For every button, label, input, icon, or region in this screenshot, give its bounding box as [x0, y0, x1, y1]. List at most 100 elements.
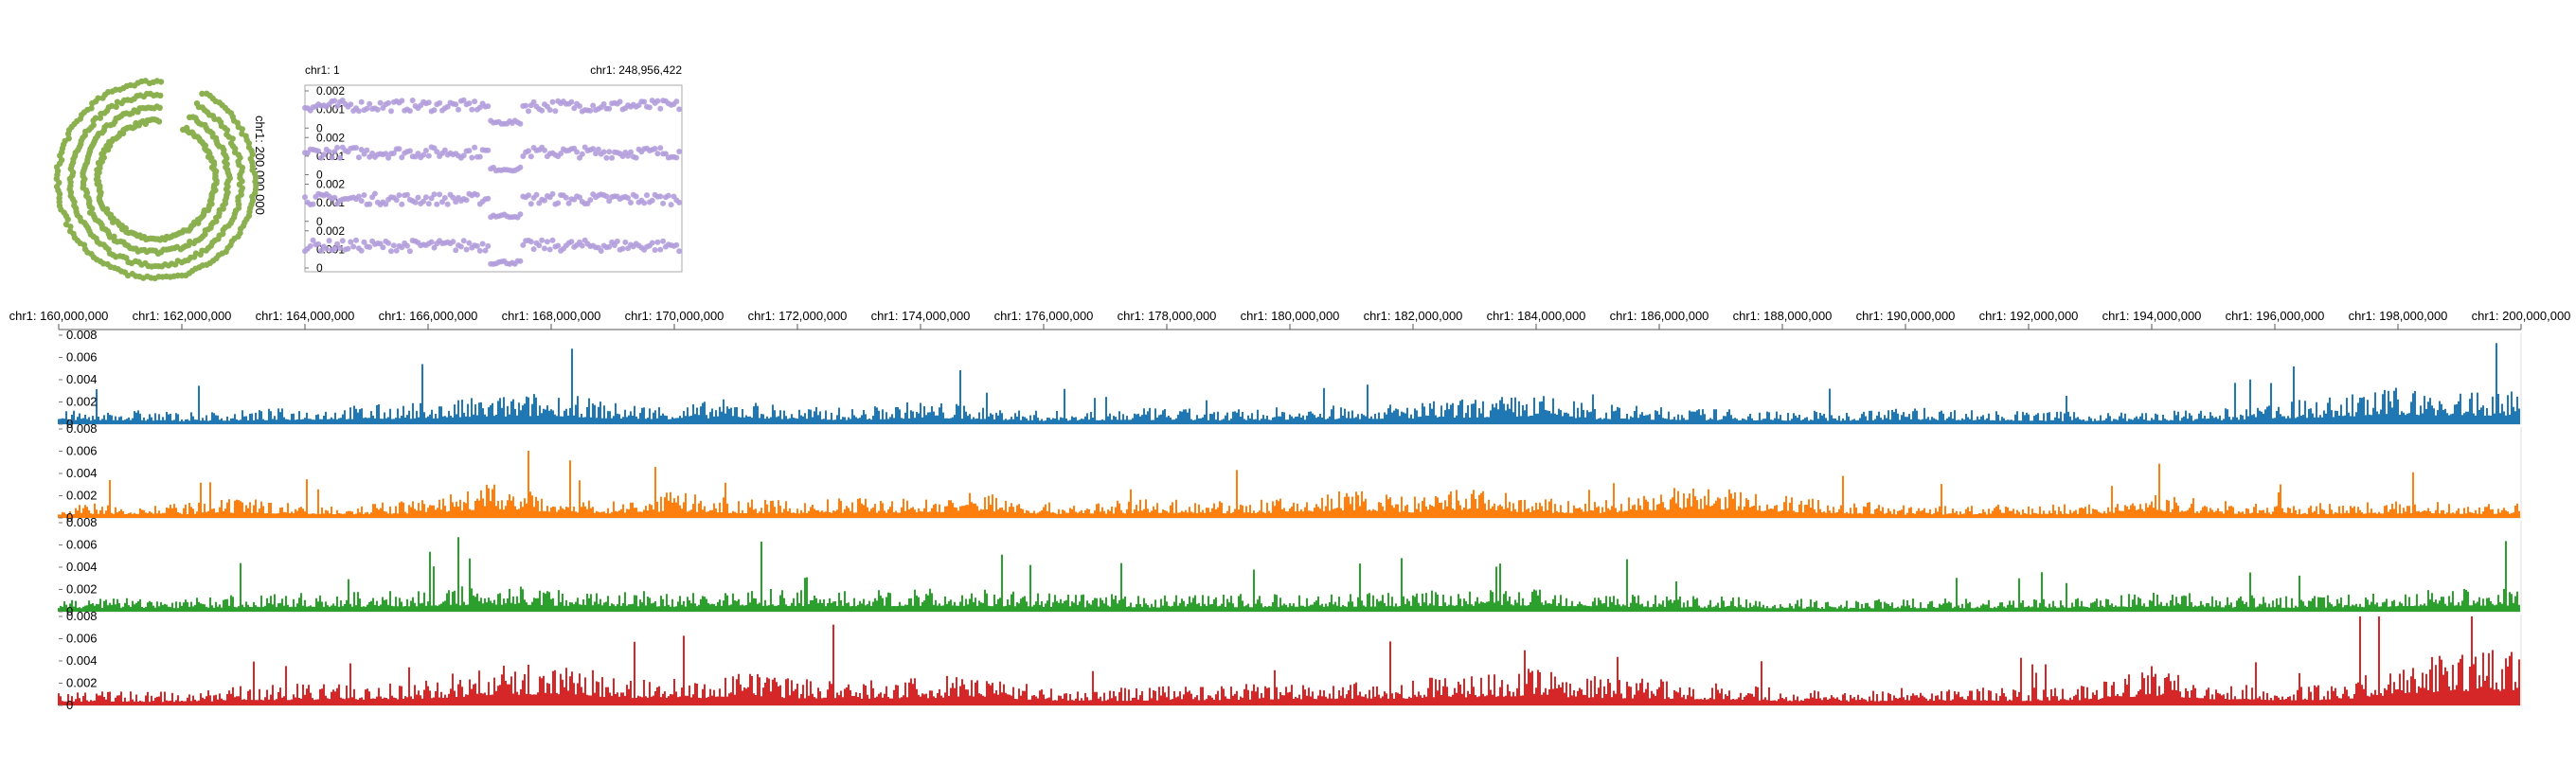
overview-point	[530, 246, 537, 253]
overview-point	[404, 191, 410, 198]
overview-y-tick: 0.002	[316, 84, 345, 98]
overview-point	[472, 144, 478, 151]
detail-y-tick-label: 0	[66, 417, 73, 431]
overview-point	[348, 239, 354, 245]
circular-point	[66, 228, 74, 235]
overview-point	[399, 244, 405, 251]
overview-point	[549, 190, 556, 197]
overview-point	[528, 153, 534, 160]
overview-point	[302, 194, 308, 201]
overview-point	[334, 241, 341, 247]
overview-point	[530, 98, 537, 105]
overview-point	[463, 197, 470, 204]
circular-ring-2	[80, 103, 233, 257]
overview-point	[517, 120, 524, 127]
detail-track-3: 0.008 0.006 0.004 0.002 0	[58, 515, 2522, 618]
overview-point	[546, 107, 553, 114]
overview-point	[565, 200, 572, 206]
overview-point	[600, 100, 607, 107]
circular-point	[199, 90, 206, 98]
overview-point	[358, 198, 365, 205]
overview-point	[485, 195, 492, 202]
overview-point	[441, 147, 448, 153]
overview-point	[377, 99, 384, 106]
detail-y-tick-label: 0	[66, 510, 73, 525]
overview-point	[383, 201, 389, 207]
overview-point	[358, 98, 365, 105]
overview-point	[434, 201, 440, 207]
overview-point	[549, 237, 556, 243]
overview-frame	[304, 84, 683, 273]
overview-point	[641, 98, 648, 105]
detail-x-tick-label: chr1: 188,000,000	[1733, 309, 1833, 323]
overview-point	[568, 98, 575, 105]
overview-point	[657, 193, 664, 200]
overview-point	[472, 98, 478, 105]
overview-point	[469, 106, 475, 113]
overview-point	[431, 107, 438, 114]
overview-point	[617, 98, 623, 105]
overview-point	[337, 245, 343, 251]
overview-point	[329, 154, 335, 161]
overview-point	[568, 239, 575, 245]
detail-x-tick-label: chr1: 170,000,000	[625, 309, 724, 323]
circular-point	[113, 86, 119, 93]
overview-point	[339, 238, 346, 244]
overview-point	[577, 194, 582, 201]
overview-point	[431, 191, 438, 198]
overview-point	[619, 245, 626, 252]
detail-track-2: 0.008 0.006 0.004 0.002 0	[58, 421, 2522, 525]
overview-point	[644, 192, 650, 199]
overview-point	[390, 242, 397, 249]
overview-point	[542, 197, 547, 204]
detail-x-tick-label: chr1: 174,000,000	[871, 309, 971, 323]
overview-point	[367, 201, 373, 207]
detail-x-tick-label: chr1: 190,000,000	[1856, 309, 1956, 323]
detail-y-tick-label: 0.008	[66, 609, 98, 623]
circular-ring-3	[66, 90, 246, 270]
overview-point	[676, 248, 683, 255]
overview-point	[539, 107, 546, 114]
overview-point	[463, 246, 470, 253]
overview-point	[533, 191, 540, 198]
detail-track-4: 0.008 0.006 0.004 0.002 0	[58, 609, 2522, 712]
overview-point	[526, 108, 531, 115]
overview-point	[660, 200, 667, 206]
overview-point	[331, 149, 338, 155]
overview-y-tick: 0	[316, 261, 323, 275]
overview-point	[326, 238, 332, 244]
overview-point	[385, 154, 392, 161]
detail-y-tick-label: 0.002	[66, 582, 98, 597]
circular-point	[239, 126, 245, 133]
circular-point	[92, 115, 99, 121]
detail-y-tick-label: 0.002	[66, 676, 98, 690]
overview-point	[579, 151, 585, 157]
overview-point	[406, 248, 413, 255]
overview-point	[441, 195, 448, 201]
overview-point	[485, 242, 492, 249]
overview-point	[453, 101, 459, 108]
overview-point	[457, 243, 464, 250]
overview-point	[649, 240, 655, 246]
detail-y-tick-label: 0.006	[66, 632, 98, 646]
overview-point	[420, 198, 427, 205]
overview-point	[574, 149, 581, 155]
detail-track-bars	[58, 451, 2520, 518]
overview-point	[526, 148, 531, 154]
overview-point	[546, 246, 553, 253]
overview-point	[326, 149, 332, 155]
overview-point	[476, 153, 483, 160]
overview-point	[358, 147, 365, 152]
overview-point	[476, 247, 483, 254]
circular-point	[157, 92, 164, 99]
overview-point	[673, 241, 680, 248]
detail-y-tick-label: 0.008	[66, 515, 98, 529]
circular-point	[90, 122, 97, 129]
overview-point	[355, 154, 362, 161]
overview-point	[633, 154, 639, 161]
overview-point	[355, 193, 362, 200]
detail-x-tick-label: chr1: 184,000,000	[1487, 309, 1586, 323]
detail-y-tick-label: 0.002	[66, 489, 98, 503]
overview-point	[422, 148, 429, 153]
overview-point	[320, 152, 327, 158]
